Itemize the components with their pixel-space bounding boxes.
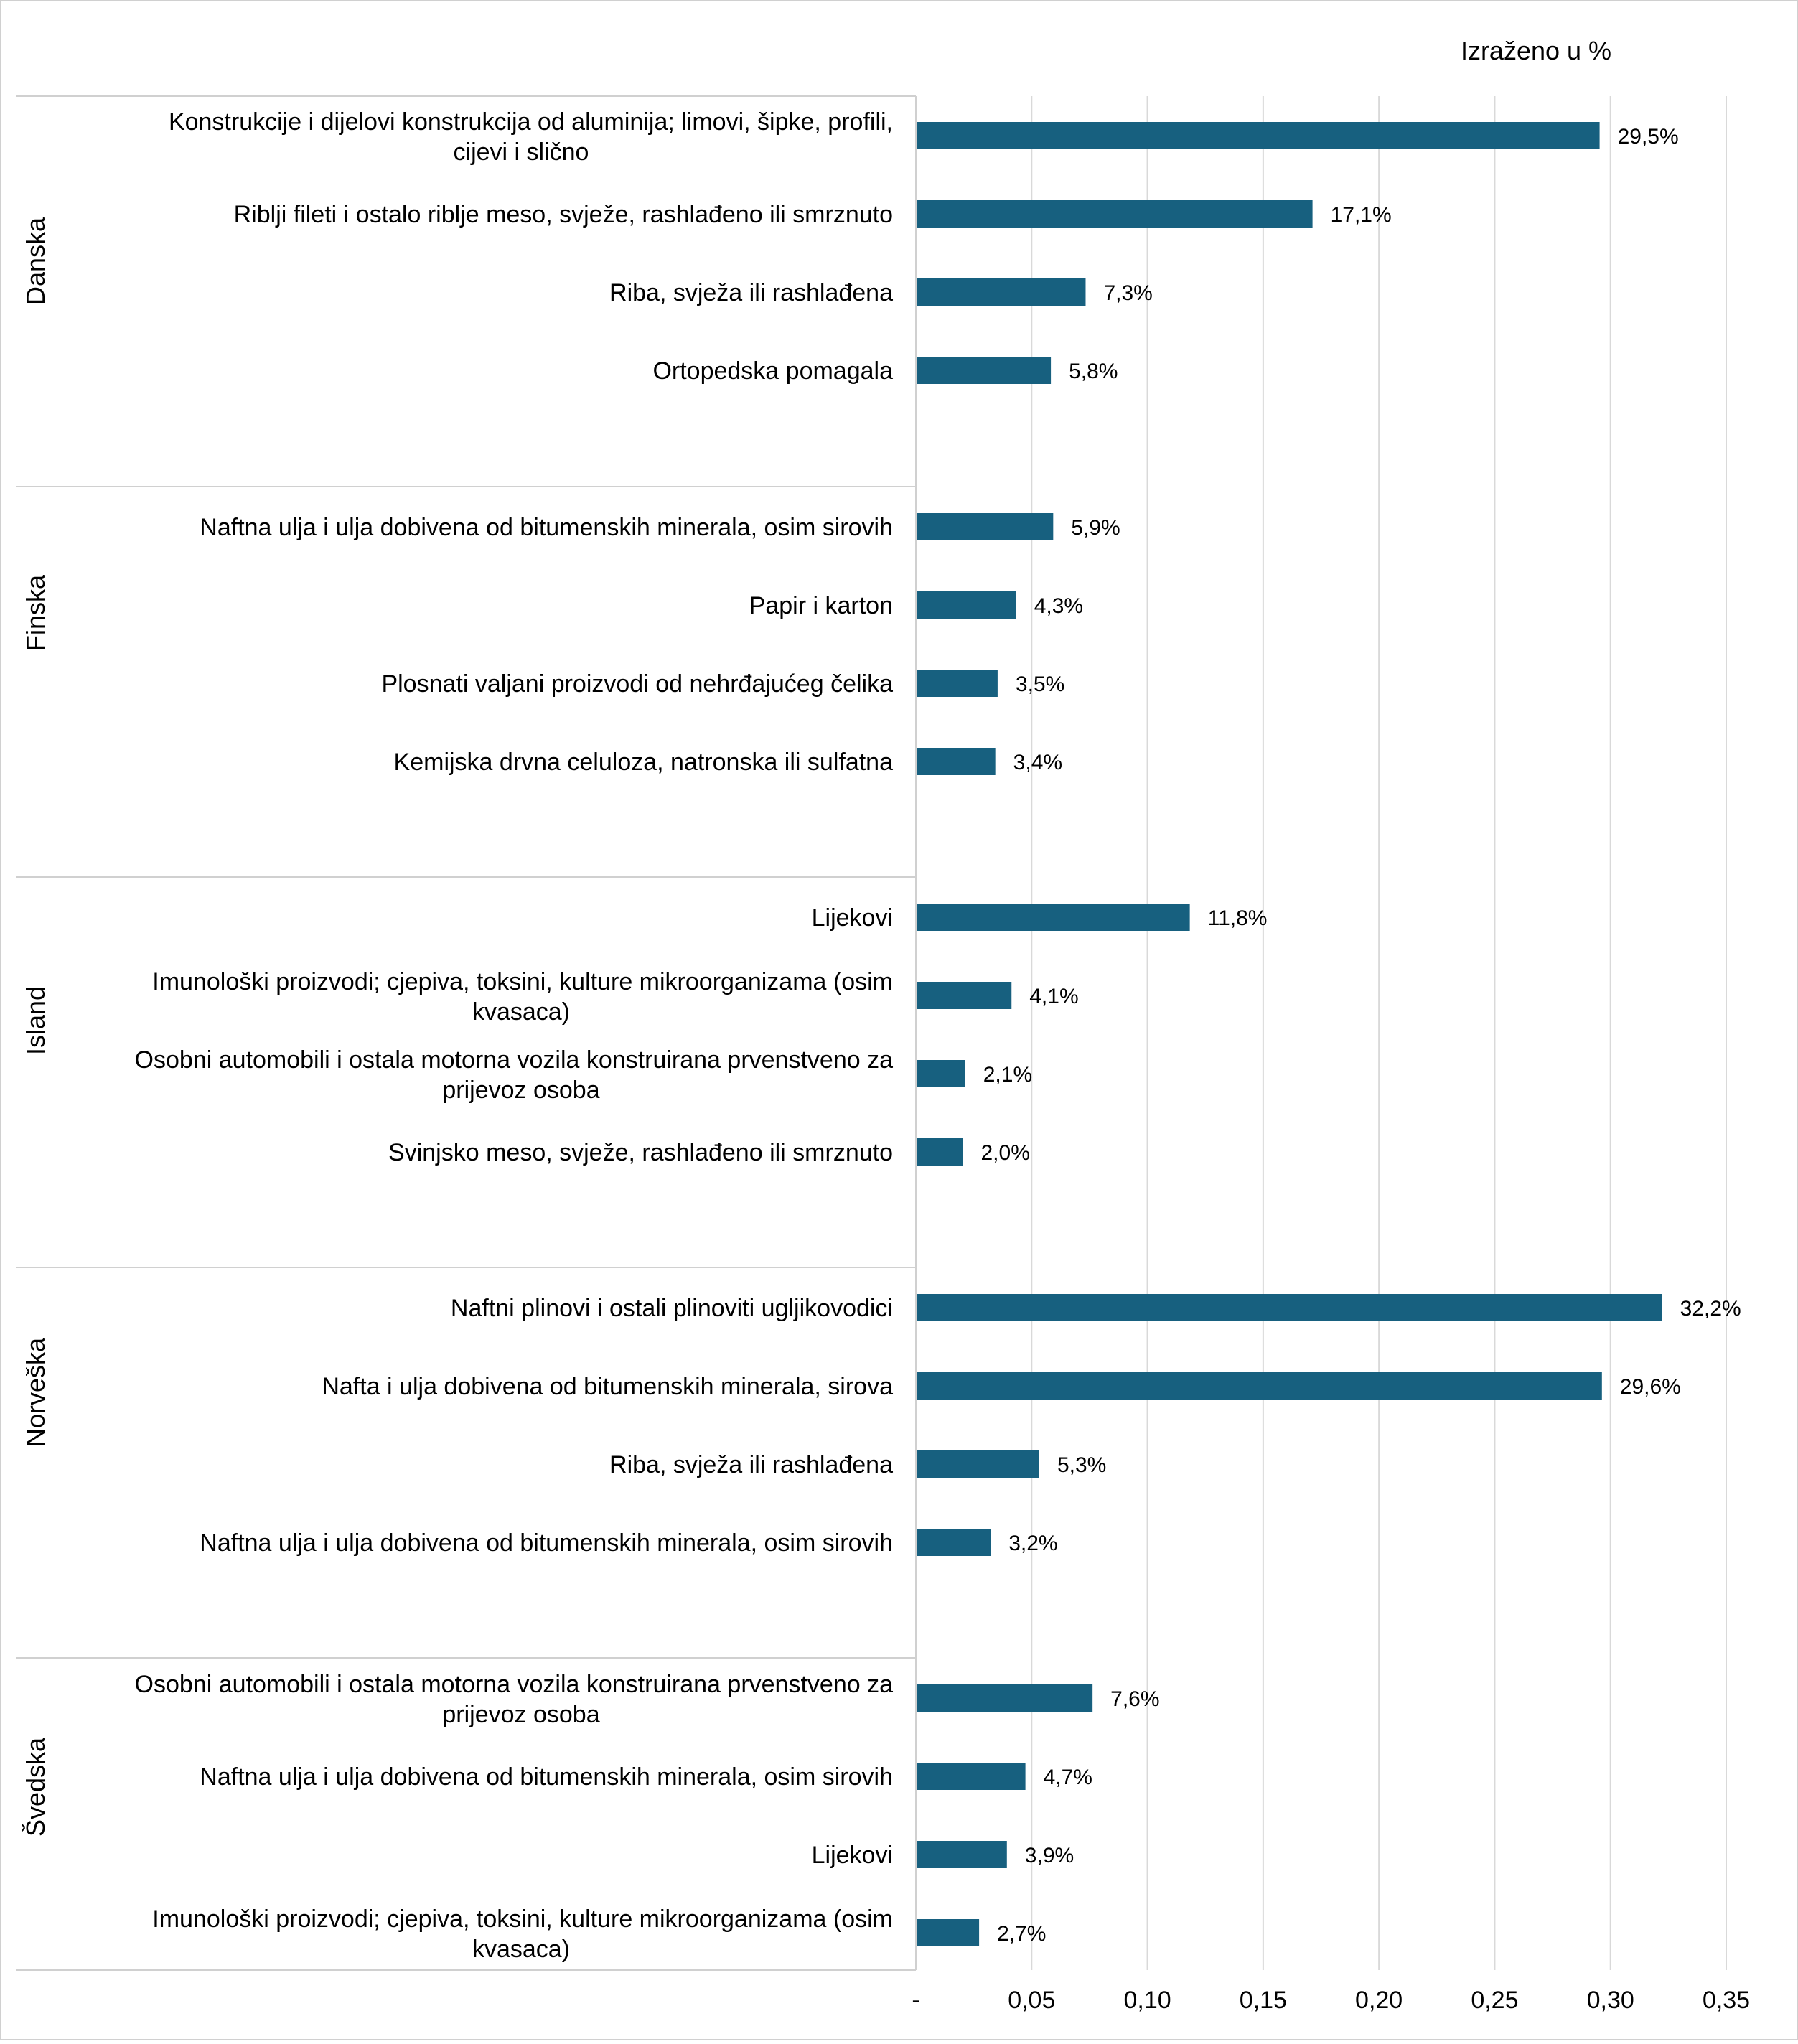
data-label: 17,1% xyxy=(1331,203,1392,227)
data-label: 3,2% xyxy=(1008,1532,1057,1555)
bar xyxy=(917,1372,1602,1400)
data-label: 29,5% xyxy=(1618,125,1679,149)
x-tick-label: 0,25 xyxy=(1471,1987,1518,2014)
x-tick-label: 0,30 xyxy=(1587,1987,1634,2014)
bar xyxy=(917,357,1052,384)
category-label: Naftna ulja i ulja dobivena od bitumensk… xyxy=(200,1763,893,1791)
gridlines xyxy=(1031,96,1727,1970)
category-label-line2: prijevoz osoba xyxy=(442,1077,599,1104)
category-label-line2: kvasaca) xyxy=(472,1936,570,1963)
bar xyxy=(917,670,998,697)
bar xyxy=(917,982,1012,1009)
data-label: 4,3% xyxy=(1034,594,1083,618)
data-label: 2,1% xyxy=(983,1063,1032,1087)
category-label-line2: cijevi i slično xyxy=(454,139,589,166)
category-label: Imunološki proizvodi; cjepiva, toksini, … xyxy=(152,968,893,995)
category-frame xyxy=(16,95,917,1971)
data-label: 3,4% xyxy=(1013,751,1062,774)
data-label: 4,7% xyxy=(1044,1766,1092,1789)
category-label-line2: kvasaca) xyxy=(472,998,570,1026)
x-tick-label: 0,05 xyxy=(1008,1987,1055,2014)
category-label: Riba, svježa ili rashlađena xyxy=(609,1451,893,1478)
group-label: Švedska xyxy=(21,1737,50,1837)
group-label: Island xyxy=(21,986,50,1055)
data-label: 4,1% xyxy=(1029,985,1078,1008)
bar xyxy=(917,1763,1026,1790)
category-label: Konstrukcije i dijelovi konstrukcija od … xyxy=(169,108,893,136)
category-label: Osobni automobili i ostala motorna vozil… xyxy=(135,1046,894,1074)
category-label: Kemijska drvna celuloza, natronska ili s… xyxy=(394,749,894,776)
data-label: 3,5% xyxy=(1016,672,1064,696)
category-label: Osobni automobili i ostala motorna vozil… xyxy=(135,1671,894,1698)
category-label: Lijekovi xyxy=(812,904,893,932)
group-label: Finska xyxy=(21,574,50,651)
category-label: Riba, svježa ili rashlađena xyxy=(609,279,893,306)
bar xyxy=(917,1138,963,1166)
data-label: 7,6% xyxy=(1110,1687,1159,1711)
category-label-line2: prijevoz osoba xyxy=(442,1701,599,1728)
x-tick-label: 0,15 xyxy=(1240,1987,1287,2014)
category-label: Nafta i ulja dobivena od bitumenskih min… xyxy=(322,1373,893,1400)
category-labels: Konstrukcije i dijelovi konstrukcija od … xyxy=(135,108,894,1963)
bar xyxy=(917,1841,1007,1868)
data-label: 5,9% xyxy=(1071,516,1120,540)
data-label: 5,3% xyxy=(1057,1453,1106,1477)
x-tick-label: 0,35 xyxy=(1703,1987,1750,2014)
category-label: Papir i karton xyxy=(749,592,893,619)
bar xyxy=(917,1919,980,1946)
bars xyxy=(917,122,1662,1946)
category-label: Plosnati valjani proizvodi od nehrđajuće… xyxy=(381,670,893,698)
x-tick-label: 0,10 xyxy=(1123,1987,1171,2014)
data-label: 11,8% xyxy=(1208,906,1268,930)
category-label: Ortopedska pomagala xyxy=(652,357,893,385)
category-label: Riblji fileti i ostalo riblje meso, svje… xyxy=(234,201,893,228)
group-label: Norveška xyxy=(21,1337,50,1447)
bar xyxy=(917,1294,1662,1321)
category-label: Naftni plinovi i ostali plinoviti ugljik… xyxy=(451,1295,893,1322)
unit-note: Izraženo u % xyxy=(1461,36,1611,65)
bar xyxy=(917,278,1086,306)
group-label: Danska xyxy=(21,217,50,305)
x-axis-ticks: - 0,05 0,10 0,15 0,20 0,25 0,30 0,35 xyxy=(912,1987,1750,2014)
bar xyxy=(917,591,1016,619)
bar xyxy=(917,513,1054,540)
category-label: Imunološki proizvodi; cjepiva, toksini, … xyxy=(152,1905,893,1933)
category-label: Naftna ulja i ulja dobivena od bitumensk… xyxy=(200,514,893,541)
data-label: 7,3% xyxy=(1103,281,1152,305)
value-labels: 29,5% 17,1% 7,3% 5,8% 5,9% 4,3% 3,5% 3,4% 11,8% 4… xyxy=(981,125,1741,1946)
category-label: Naftna ulja i ulja dobivena od bitumensk… xyxy=(200,1529,893,1557)
x-tick-label: - xyxy=(912,1987,919,2014)
bar xyxy=(917,1450,1039,1478)
data-label: 3,9% xyxy=(1025,1844,1074,1867)
data-label: 5,8% xyxy=(1069,360,1118,383)
category-label: Lijekovi xyxy=(812,1842,893,1869)
x-tick-label: 0,20 xyxy=(1355,1987,1403,2014)
bar xyxy=(917,200,1313,228)
bar xyxy=(917,1529,991,1556)
data-label: 32,2% xyxy=(1680,1297,1741,1321)
group-labels: Danska Finska Island Norveška Švedska xyxy=(21,217,50,1837)
bar xyxy=(917,904,1190,931)
data-label: 2,7% xyxy=(997,1922,1046,1946)
bar xyxy=(917,1684,1093,1712)
data-label: 2,0% xyxy=(981,1141,1030,1165)
data-label: 29,6% xyxy=(1620,1375,1681,1399)
category-label: Svinjsko meso, svježe, rashlađeno ili sm… xyxy=(388,1139,893,1166)
bar xyxy=(917,1060,965,1087)
bar xyxy=(917,748,996,775)
bar xyxy=(917,122,1600,149)
